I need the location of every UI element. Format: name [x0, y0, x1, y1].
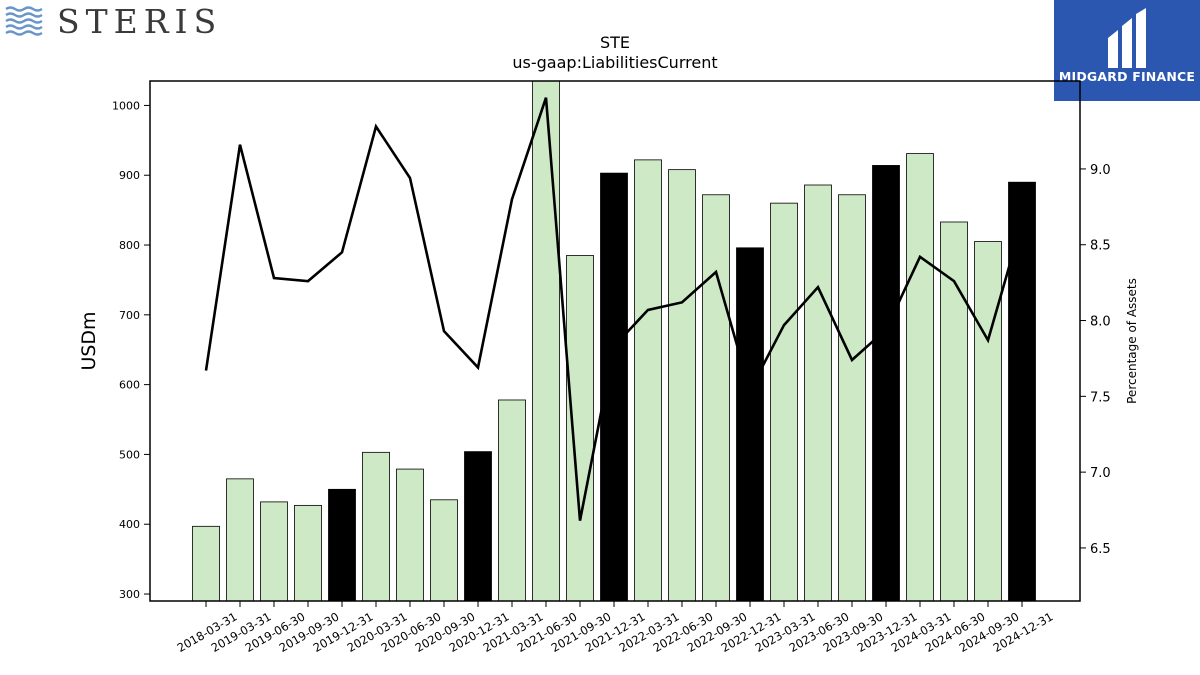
bar-2021-03-31 — [498, 399, 526, 602]
bar-2024-12-31 — [1008, 181, 1036, 602]
y-tick-label: 400 — [119, 518, 140, 531]
steris-logo: STERIS — [5, 4, 222, 40]
y2-tick-label: 8.0 — [1090, 315, 1111, 330]
y-tick-label: 300 — [119, 588, 140, 601]
bar-2020-06-30 — [396, 468, 424, 602]
chart-subtitle: us-gaap:LiabilitiesCurrent — [512, 53, 717, 72]
y-tick-label: 500 — [119, 448, 140, 461]
steris-waves-icon — [5, 6, 43, 36]
bar-2021-12-31 — [600, 172, 628, 602]
bar-2019-09-30 — [294, 504, 322, 602]
plot-frame — [149, 80, 1081, 602]
y-tick-label: 700 — [119, 309, 140, 322]
y2-tick-label: 8.5 — [1090, 239, 1111, 254]
y-axis-label: USDm — [78, 311, 100, 370]
bar-2020-09-30 — [430, 499, 458, 602]
y2-tick-label: 9.0 — [1090, 163, 1111, 178]
y2-tick-label: 7.0 — [1090, 466, 1111, 481]
bar-2023-03-31 — [770, 202, 798, 602]
bar-2021-06-30 — [532, 80, 560, 602]
bar-2023-06-30 — [804, 184, 832, 602]
chart-title: STE — [600, 33, 630, 52]
y-tick-label: 800 — [119, 239, 140, 252]
bar-2019-03-31 — [226, 478, 254, 602]
bar-2018-03-31 — [192, 525, 220, 602]
y-tick-label: 1000 — [112, 99, 140, 112]
y2-tick-label: 7.5 — [1090, 390, 1111, 405]
bar-2022-06-30 — [668, 169, 696, 602]
bar-2022-03-31 — [634, 159, 662, 602]
y-tick-label: 900 — [119, 169, 140, 182]
bar-2022-12-31 — [736, 247, 764, 602]
bar-2023-09-30 — [838, 194, 866, 602]
bar-2023-12-31 — [872, 165, 900, 602]
bar-2019-06-30 — [260, 501, 288, 602]
midgard-mark-icon — [1108, 8, 1146, 68]
bar-2019-12-31 — [328, 488, 356, 602]
midgard-logo-text: MIDGARD FINANCE — [1058, 69, 1196, 84]
bar-2020-12-31 — [464, 451, 492, 602]
bar-2024-06-30 — [940, 221, 968, 602]
y2-tick-label: 6.5 — [1090, 542, 1111, 557]
bar-2024-09-30 — [974, 241, 1002, 602]
bar-2020-03-31 — [362, 451, 390, 602]
midgard-finance-logo: MIDGARD FINANCE — [1054, 0, 1200, 101]
y-tick-label: 600 — [119, 379, 140, 392]
percentage-of-assets-line — [204, 97, 1024, 521]
y2-axis-label: Percentage of Assets — [1125, 278, 1139, 404]
steris-logo-text: STERIS — [57, 2, 223, 41]
bar-2021-09-30 — [566, 255, 594, 602]
bar-2022-09-30 — [702, 194, 730, 602]
bar-2024-03-31 — [906, 153, 934, 602]
